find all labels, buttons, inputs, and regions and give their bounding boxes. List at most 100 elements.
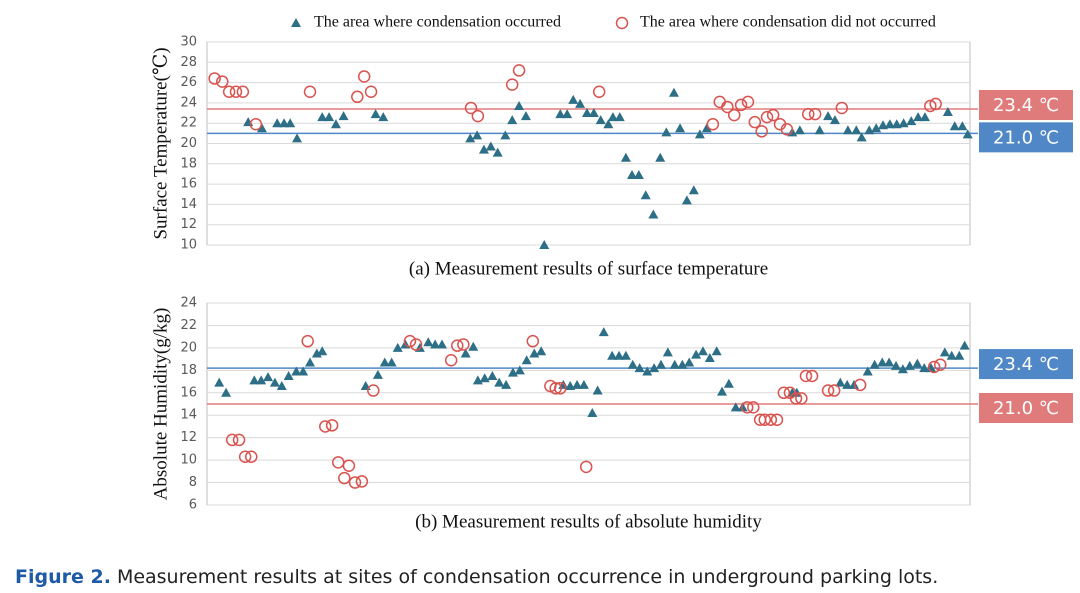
circle-point	[805, 369, 819, 383]
triangle-point	[292, 133, 303, 143]
triangle-point	[465, 133, 476, 143]
caption-label: Figure 2.	[15, 566, 111, 588]
triangle-point	[877, 357, 888, 367]
triangle-point	[392, 342, 403, 352]
triangle-point	[588, 108, 599, 118]
triangle-point	[620, 350, 631, 360]
circle-point	[789, 392, 803, 405]
circle-point	[338, 471, 351, 485]
triangle-point	[634, 363, 645, 373]
triangle-point	[324, 112, 335, 122]
triangle-point	[520, 111, 531, 121]
triangle-point	[423, 337, 434, 347]
circle-point	[409, 338, 423, 351]
triangle-point	[919, 363, 930, 373]
legend-label: The area where condensation did not occu…	[640, 14, 936, 31]
circle-point	[933, 358, 947, 371]
circle-point	[342, 459, 356, 472]
triangle-point	[256, 375, 267, 385]
triangle-point	[957, 121, 968, 131]
triangle-point	[851, 125, 862, 135]
caption-text: Measurement results at sites of condensa…	[117, 566, 938, 588]
y-tick-label: 30	[180, 35, 197, 50]
triangle-point	[378, 112, 389, 122]
circle-point	[367, 384, 380, 397]
circle-point	[760, 110, 774, 124]
circle-point	[770, 413, 784, 426]
triangle-point	[595, 115, 606, 125]
triangle-point	[711, 346, 722, 356]
y-axis-label: Absolute Humidity(g/kg)	[150, 308, 171, 501]
triangle-point	[884, 357, 895, 367]
circle-point	[451, 339, 464, 352]
triangle-point	[562, 109, 573, 119]
circle-point	[808, 107, 822, 121]
triangle-point	[485, 141, 496, 151]
triangle-point	[668, 87, 679, 97]
triangle-point	[626, 169, 637, 179]
circle-point	[526, 334, 540, 348]
triangle-point	[568, 94, 579, 104]
triangle-point	[500, 130, 511, 140]
reference-label: 23.4 ℃	[993, 354, 1059, 375]
triangle-point	[939, 347, 950, 357]
triangle-point	[694, 129, 705, 139]
triangle-point	[578, 379, 589, 389]
circle-point	[777, 386, 791, 400]
triangle-point	[514, 365, 525, 375]
reference-label: 21.0 ℃	[993, 398, 1059, 419]
circle-point	[225, 433, 239, 447]
triangle-point	[633, 169, 644, 179]
circle-point	[766, 108, 780, 122]
y-tick-label: 14	[180, 408, 197, 423]
figure-caption: Figure 2. Measurement results at sites of…	[15, 566, 938, 588]
triangle-point	[691, 349, 702, 359]
triangle-point	[794, 125, 805, 135]
triangle-point	[655, 359, 666, 369]
triangle-point	[607, 112, 618, 122]
triangle-point	[263, 372, 274, 382]
circle-point	[245, 450, 258, 463]
triangle-point	[587, 407, 598, 417]
reference-label-box	[979, 122, 1073, 153]
circle-point	[457, 338, 470, 351]
triangle-point	[620, 152, 631, 162]
circle-point	[232, 433, 246, 447]
triangle-point	[627, 359, 638, 369]
triangle-point	[607, 350, 618, 360]
circle-point	[929, 97, 942, 111]
triangle-point	[430, 339, 441, 349]
y-tick-label: 10	[180, 238, 197, 253]
circle-point	[236, 85, 250, 98]
triangle-point	[614, 350, 625, 360]
triangle-point	[737, 402, 748, 412]
circle-point	[579, 460, 593, 474]
circle-point	[355, 475, 369, 488]
circle-point	[741, 95, 755, 109]
y-tick-label: 26	[180, 75, 197, 90]
circle-point	[471, 109, 485, 123]
triangle-point	[697, 346, 708, 356]
triangle-point	[317, 112, 328, 122]
legend-marker	[615, 16, 629, 30]
y-axis-label: Surface Temperature(℃)	[150, 47, 171, 239]
circle-point	[740, 401, 754, 414]
triangle-point	[472, 130, 483, 140]
y-tick-label: 10	[180, 453, 197, 468]
triangle-point	[829, 115, 840, 125]
triangle-point	[298, 366, 309, 376]
triangle-point	[675, 123, 686, 133]
triangle-point	[285, 118, 296, 128]
triangle-point	[949, 121, 960, 131]
triangle-point	[688, 185, 699, 195]
circle-point	[319, 420, 332, 433]
circle-point	[706, 117, 720, 131]
triangle-point	[572, 379, 583, 389]
circle-point	[821, 384, 835, 397]
triangle-point	[272, 118, 283, 128]
circle-point	[747, 401, 760, 414]
triangle-point	[669, 359, 680, 369]
triangle-point	[730, 402, 741, 412]
triangle-point	[317, 346, 328, 356]
triangle-point	[869, 359, 880, 369]
